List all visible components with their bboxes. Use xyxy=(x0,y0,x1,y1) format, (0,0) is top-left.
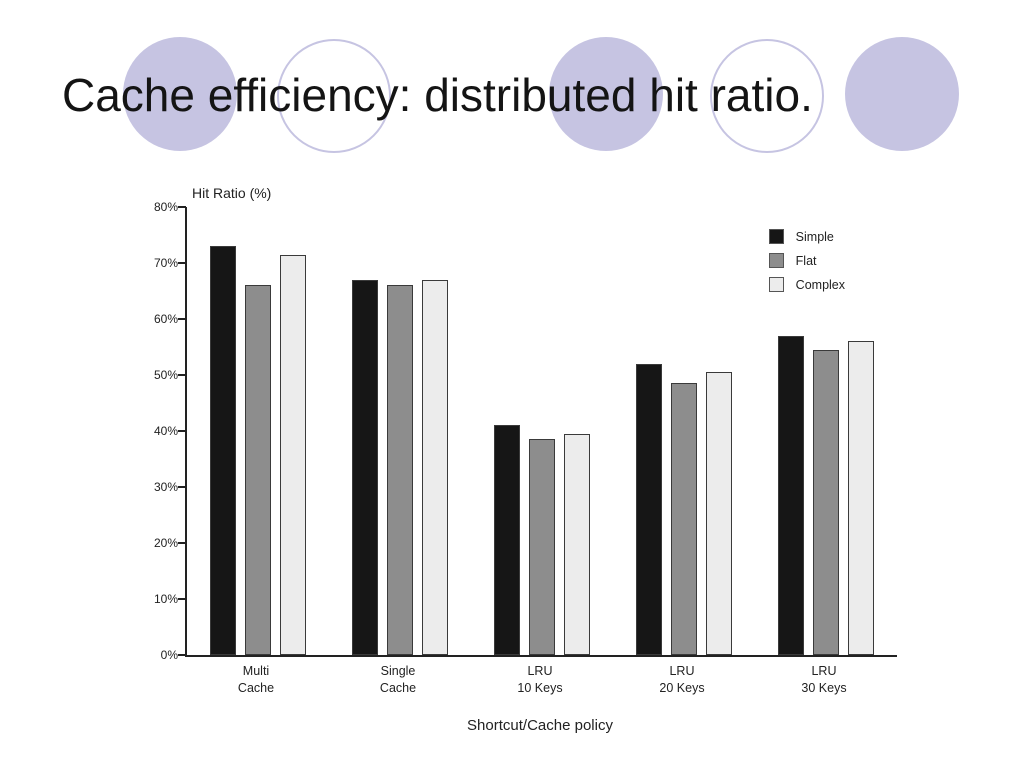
legend-label: Flat xyxy=(795,253,817,268)
decor-circle-filled-1 xyxy=(123,37,237,151)
x-category-label: Single Cache xyxy=(379,664,417,695)
y-tick-label: 40% xyxy=(153,424,178,438)
bar-group-4 xyxy=(613,207,755,655)
bar-complex-group-1 xyxy=(280,254,306,655)
legend-item-simple: Simple xyxy=(768,229,845,244)
bar-group-3 xyxy=(471,207,613,655)
hit-ratio-bar-chart: Hit Ratio (%) 0% 10% 20% 30% 40% 50% 60% 70% 80%… xyxy=(140,185,910,750)
bar-flat-group-2 xyxy=(387,285,413,655)
y-tick-label: 50% xyxy=(153,368,178,382)
decor-circle-filled-3 xyxy=(845,37,959,151)
legend-item-flat: Flat xyxy=(768,253,845,268)
bar-flat-group-1 xyxy=(245,285,271,655)
bar-group-1 xyxy=(187,207,329,655)
bar-simple-group-2 xyxy=(352,279,378,655)
y-axis-tick xyxy=(178,318,186,320)
y-axis-tick xyxy=(178,262,186,264)
y-axis-tick-labels: 0% 10% 20% 30% 40% 50% 60% 70% 80% xyxy=(140,200,178,662)
y-axis-tick xyxy=(178,206,186,208)
bar-complex-group-3 xyxy=(564,433,590,655)
legend-swatch-simple xyxy=(768,229,784,244)
y-axis-tick xyxy=(178,542,186,544)
legend-label: Simple xyxy=(795,229,834,244)
x-axis-title: Shortcut/Cache policy xyxy=(467,717,613,734)
bar-group-2 xyxy=(329,207,471,655)
y-tick-label: 30% xyxy=(153,480,178,494)
y-tick-label: 0% xyxy=(160,648,178,662)
y-tick-label: 70% xyxy=(153,256,178,270)
bar-complex-group-4 xyxy=(706,372,732,655)
y-axis-title: Hit Ratio (%) xyxy=(192,185,272,201)
decor-circle-outlined-1 xyxy=(277,39,391,153)
bar-groups xyxy=(187,207,897,655)
y-tick-label: 10% xyxy=(153,592,178,606)
bar-complex-group-2 xyxy=(422,279,448,655)
y-tick-label: 80% xyxy=(153,200,178,214)
bar-simple-group-3 xyxy=(494,425,520,655)
x-axis-category-labels: Multi Cache Single Cache LRU 10 Keys LRU 20… xyxy=(185,663,895,697)
bar-flat-group-3 xyxy=(529,439,555,655)
legend-item-complex: Complex xyxy=(768,277,845,292)
x-category-label: Multi Cache xyxy=(237,664,275,695)
bar-group-5 xyxy=(755,207,897,655)
y-tick-label: 20% xyxy=(153,536,178,550)
legend-swatch-flat xyxy=(768,253,784,268)
bar-flat-group-4 xyxy=(671,383,697,655)
slide-title: Cache efficiency: distributed hit ratio. xyxy=(62,69,813,121)
y-axis-tick xyxy=(178,598,186,600)
bar-simple-group-1 xyxy=(210,246,236,655)
y-tick-label: 60% xyxy=(153,312,178,326)
y-axis-tick xyxy=(178,430,186,432)
y-axis-tick xyxy=(178,374,186,376)
legend-swatch-complex xyxy=(768,277,784,292)
bar-simple-group-5 xyxy=(778,335,804,655)
x-category-label: LRU 30 Keys xyxy=(801,664,847,695)
x-category-label: LRU 20 Keys xyxy=(659,664,705,695)
decor-circle-outlined-2 xyxy=(710,39,824,153)
bar-complex-group-5 xyxy=(848,341,874,655)
y-axis-tick xyxy=(178,654,186,656)
x-category-label: LRU 10 Keys xyxy=(517,664,563,695)
bar-simple-group-4 xyxy=(636,363,662,655)
legend: Simple Flat Complex xyxy=(768,229,845,292)
bar-flat-group-5 xyxy=(813,349,839,655)
decor-circle-filled-2 xyxy=(549,37,663,151)
plot-area: Simple Flat Complex xyxy=(178,206,897,657)
y-axis-tick xyxy=(178,486,186,488)
legend-label: Complex xyxy=(795,277,845,292)
